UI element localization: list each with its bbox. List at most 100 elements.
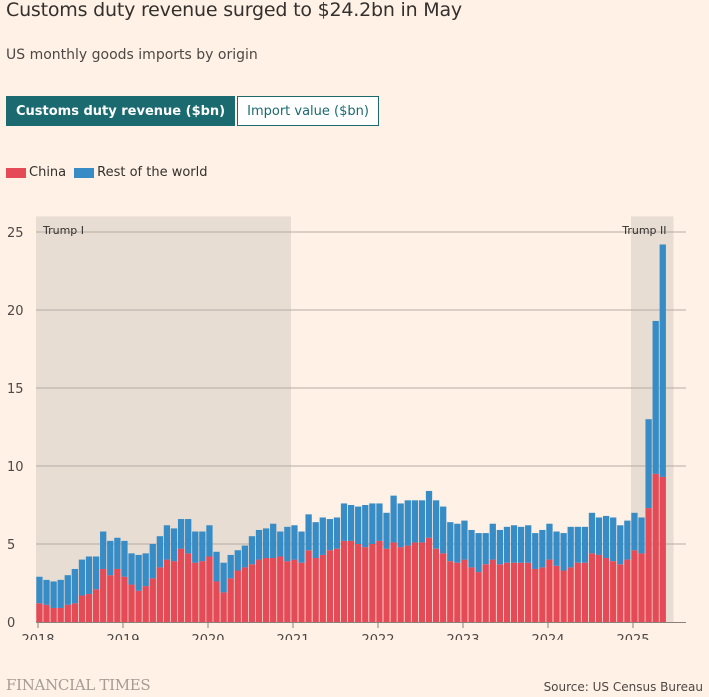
bar-rest-of-world bbox=[170, 528, 178, 562]
bar-rest-of-world bbox=[177, 519, 185, 549]
bar-rest-of-world bbox=[645, 419, 652, 509]
legend-swatch-china bbox=[6, 167, 26, 178]
bar-china bbox=[525, 562, 532, 622]
bar-china bbox=[312, 558, 319, 622]
bar-china bbox=[532, 568, 539, 622]
bar-china bbox=[602, 558, 610, 622]
bar-china bbox=[425, 537, 433, 622]
bar-china bbox=[262, 558, 270, 622]
bar-china bbox=[411, 542, 418, 622]
customs-duty-revenue-tab[interactable]: Customs duty revenue ($bn) bbox=[6, 96, 236, 126]
bar-rest-of-world bbox=[163, 525, 171, 560]
bar-rest-of-world bbox=[432, 500, 440, 549]
bar-rest-of-world bbox=[255, 529, 263, 560]
bar-rest-of-world bbox=[581, 526, 588, 563]
bar-china bbox=[645, 508, 652, 622]
y-tick-label: 0 bbox=[7, 616, 15, 631]
bar-rest-of-world bbox=[312, 522, 319, 559]
bar-china bbox=[185, 553, 192, 622]
bar-rest-of-world bbox=[241, 545, 248, 568]
bar-rest-of-world bbox=[369, 503, 376, 544]
bar-china bbox=[156, 567, 163, 622]
bar-rest-of-world bbox=[510, 525, 518, 563]
bar-rest-of-world bbox=[340, 503, 348, 541]
bar-china bbox=[326, 550, 333, 622]
bar-china bbox=[659, 476, 666, 622]
bar-rest-of-world bbox=[64, 575, 71, 605]
bar-rest-of-world bbox=[610, 517, 617, 562]
bar-rest-of-world bbox=[192, 531, 199, 563]
bar-rest-of-world bbox=[206, 525, 213, 557]
bar-china bbox=[404, 545, 411, 622]
legend: China Rest of the world bbox=[6, 165, 216, 180]
bar-china bbox=[595, 554, 603, 622]
bar-rest-of-world bbox=[496, 529, 503, 565]
legend-item-rest: Rest of the world bbox=[74, 165, 208, 180]
bar-china bbox=[277, 556, 284, 622]
bar-china bbox=[241, 567, 248, 622]
bar-china bbox=[121, 576, 128, 622]
bar-rest-of-world bbox=[220, 562, 227, 593]
bar-rest-of-world bbox=[617, 525, 624, 565]
bar-china bbox=[255, 559, 263, 622]
bar-rest-of-world bbox=[305, 514, 312, 551]
x-tick-label: 2020 bbox=[191, 633, 224, 640]
source-note: Source: US Census Bureau bbox=[543, 680, 703, 694]
bar-rest-of-world bbox=[390, 495, 397, 543]
bar-rest-of-world bbox=[383, 512, 390, 549]
bar-rest-of-world bbox=[199, 531, 206, 562]
bar-china bbox=[553, 565, 560, 622]
bar-china bbox=[107, 575, 114, 622]
bar-rest-of-world bbox=[532, 533, 539, 569]
bar-rest-of-world bbox=[567, 526, 574, 568]
bar-rest-of-world bbox=[319, 517, 326, 555]
bar-rest-of-world bbox=[574, 526, 581, 563]
bar-rest-of-world bbox=[447, 522, 454, 562]
bar-rest-of-world bbox=[92, 556, 100, 590]
bar-rest-of-world bbox=[135, 554, 142, 591]
bar-rest-of-world bbox=[553, 531, 560, 566]
import-value-tab[interactable]: Import value ($bn) bbox=[237, 96, 379, 126]
bar-rest-of-world bbox=[185, 519, 192, 554]
bar-china bbox=[652, 473, 659, 622]
bar-rest-of-world bbox=[595, 517, 603, 555]
bar-china bbox=[149, 578, 156, 622]
bar-china bbox=[192, 562, 199, 622]
bar-china bbox=[376, 540, 383, 622]
bar-rest-of-world bbox=[121, 540, 128, 577]
bar-rest-of-world bbox=[142, 553, 149, 587]
axes: 0510152025201820192020202120222023202420… bbox=[7, 226, 686, 640]
bar-rest-of-world bbox=[440, 506, 447, 554]
legend-label-china: China bbox=[29, 165, 67, 180]
bar-china bbox=[440, 553, 447, 622]
bar-china bbox=[114, 568, 121, 622]
bar-rest-of-world bbox=[461, 520, 468, 560]
stacked-bar-chart: 0510152025201820192020202120222023202420… bbox=[7, 216, 686, 640]
bar-china bbox=[270, 558, 277, 622]
bar-china bbox=[638, 553, 645, 622]
x-tick-label: 2023 bbox=[446, 633, 479, 640]
bar-rest-of-world bbox=[149, 544, 156, 579]
bar-china bbox=[369, 544, 376, 622]
bar-china bbox=[305, 550, 312, 622]
bar-rest-of-world bbox=[128, 553, 135, 585]
bar-rest-of-world bbox=[298, 531, 305, 563]
bar-rest-of-world bbox=[624, 520, 631, 560]
bar-rest-of-world bbox=[355, 506, 362, 544]
bar-china bbox=[432, 548, 440, 622]
bar-rest-of-world bbox=[291, 525, 298, 560]
bar-rest-of-world bbox=[411, 500, 418, 543]
bar-china bbox=[574, 562, 581, 622]
bar-china bbox=[517, 562, 525, 622]
bar-china bbox=[624, 559, 631, 622]
bar-china bbox=[397, 547, 404, 622]
bar-china bbox=[36, 603, 43, 622]
bar-china bbox=[383, 548, 390, 622]
period-shading bbox=[36, 216, 674, 622]
bar-rest-of-world bbox=[454, 523, 461, 563]
bar-china bbox=[581, 562, 588, 622]
bar-china bbox=[142, 586, 149, 622]
bar-rest-of-world bbox=[78, 559, 86, 596]
x-tick-label: 2022 bbox=[361, 633, 394, 640]
bar-china bbox=[298, 562, 305, 622]
